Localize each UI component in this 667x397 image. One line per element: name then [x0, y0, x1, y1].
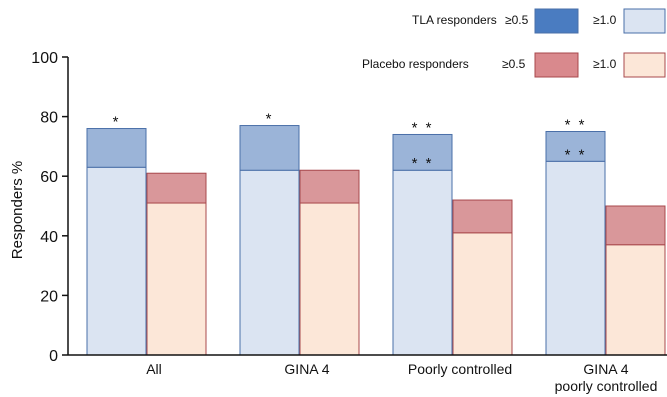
- y-tick-label: 20: [40, 288, 58, 305]
- legend-swatch-placebo-b: [623, 52, 666, 78]
- category-label: Poorly controlled: [408, 361, 512, 377]
- significance-marker: * *: [565, 117, 587, 134]
- significance-marker: * *: [412, 119, 434, 136]
- y-tick-label: 0: [49, 348, 58, 365]
- legend-label-placebo: Placebo responders: [362, 57, 469, 71]
- bar-placebo-1-0: [146, 202, 207, 356]
- y-axis-title: Responders %: [9, 161, 26, 259]
- legend-threshold-placebo-a: ≥0.5: [502, 57, 526, 71]
- bar-placebo-0-5: [605, 205, 666, 246]
- legend-threshold-tla-b: ≥1.0: [593, 13, 617, 27]
- bar-placebo-0-5: [146, 172, 207, 204]
- y-tick-label: 80: [40, 110, 58, 127]
- legend-swatch-tla-a: [534, 8, 579, 34]
- legend-threshold-placebo-b: ≥1.0: [593, 57, 617, 71]
- legend-swatch-placebo-a: [534, 52, 579, 78]
- bar-placebo-1-0: [299, 202, 360, 356]
- significance-marker: *: [113, 114, 121, 131]
- legend-swatch-tla-b: [623, 8, 666, 34]
- bar-placebo-0-5: [452, 199, 513, 234]
- annotations: * * * * * * * * * *: [113, 111, 587, 173]
- significance-marker: * *: [565, 146, 587, 163]
- bar-tla-0-5: [86, 128, 147, 168]
- legend: TLA responders ≥0.5 ≥1.0 Placebo respond…: [362, 8, 666, 78]
- category-label: poorly controlled: [555, 378, 658, 394]
- legend-threshold-tla-a: ≥0.5: [505, 13, 529, 27]
- y-tick-label: 60: [40, 169, 58, 186]
- bar-tla-1-0: [86, 166, 147, 356]
- bar-tla-1-0: [392, 169, 453, 356]
- category-label: All: [146, 361, 162, 377]
- category-label: GINA 4: [284, 361, 329, 377]
- bar-tla-0-5: [239, 125, 300, 171]
- bar-tla-0-5: [392, 133, 453, 171]
- y-tick-label: 100: [31, 50, 58, 67]
- significance-marker: *: [266, 111, 274, 128]
- bar-placebo-0-5: [299, 169, 360, 204]
- bar-placebo-1-0: [452, 232, 513, 356]
- bar-tla-1-0: [239, 169, 300, 356]
- category-label: GINA 4: [583, 361, 628, 377]
- bar-tla-1-0: [545, 160, 606, 356]
- legend-label-tla: TLA responders: [412, 13, 497, 27]
- y-axis: 0 20 40 60 80 100: [31, 50, 68, 365]
- bar-tla-0-5: [545, 131, 606, 162]
- y-tick-label: 40: [40, 229, 58, 246]
- bars: [86, 125, 666, 356]
- significance-marker: * *: [412, 155, 434, 172]
- bar-placebo-1-0: [605, 244, 666, 356]
